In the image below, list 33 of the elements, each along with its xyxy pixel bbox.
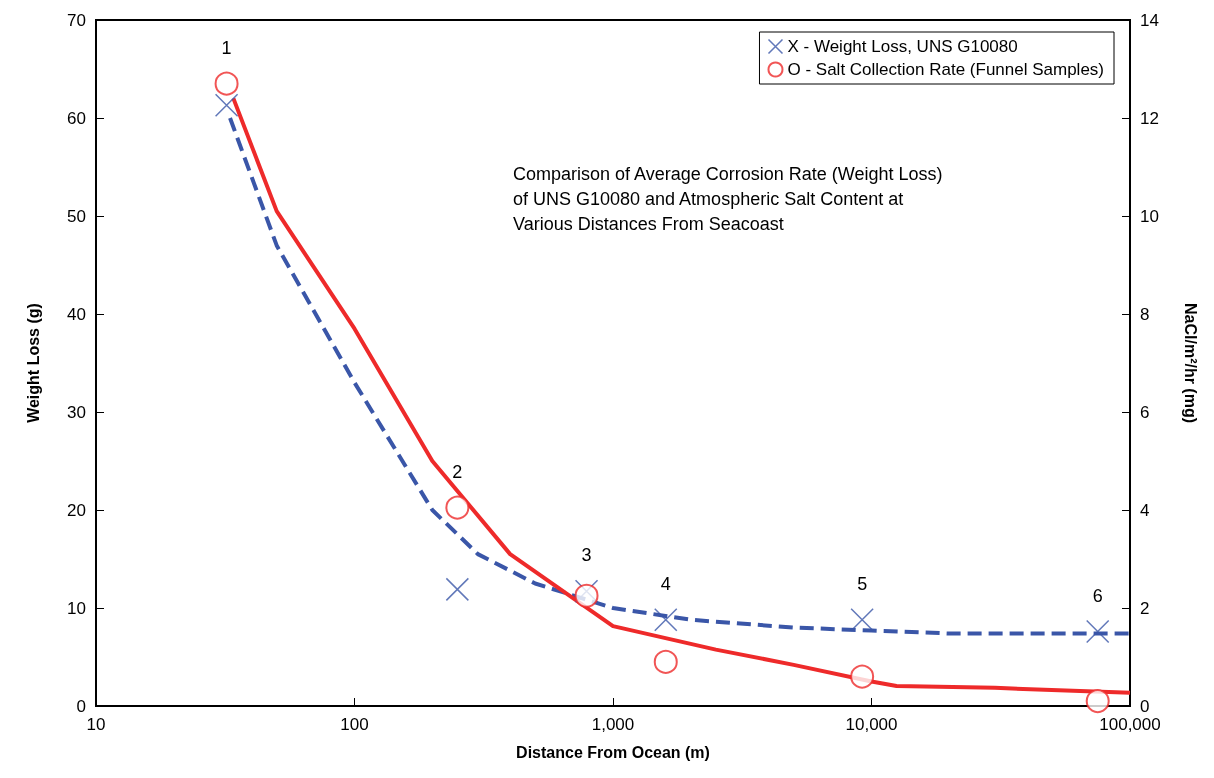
y2-tick-label: 12 [1140,108,1159,128]
annotation: 5 [857,573,868,594]
text: Comparison of Average Corrosion Rate (Weight Loss) of UNS G10080 and Atmospheric Salt Content at Various Distances From Seacoast [513,163,943,234]
x-tick-label: 100,000 [1099,715,1161,734]
annotation: 3 [581,545,592,566]
y2-tick-label: 6 [1140,402,1150,422]
y-tick-label: 10 [67,598,86,618]
y-tick-label: 70 [67,10,86,30]
y2-tick-label: 0 [1140,696,1150,716]
annotation: 4 [660,573,671,594]
x-tick-label: 100 [340,715,369,734]
annotation: 1 [221,37,232,58]
y-tick-label: 60 [67,108,86,128]
y2-tick-label: 2 [1140,598,1150,618]
y-tick-label: 50 [67,206,86,226]
y-tick-label: 30 [67,402,86,422]
y2-tick-label: 10 [1140,206,1159,226]
x-axis-title: Distance From Ocean (m) [516,743,710,761]
y-tick-label: 40 [67,304,86,324]
y2-tick-label: 14 [1140,10,1159,30]
y2-tick-label: 4 [1140,500,1150,520]
y-tick-label: 0 [76,696,86,716]
y2-tick-label: 8 [1140,304,1150,324]
x-tick-label: 1,000 [591,715,635,734]
x-tick-label: 10,000 [845,715,898,734]
legend-label: X - Weight Loss, UNS G10080 [787,37,1018,56]
y-axis-title: Weight Loss (g) [24,303,42,423]
annotation: 2 [452,461,463,482]
y-tick-label: 20 [67,500,86,520]
y2-axis-title: NaCl/m²/hr (mg) [1181,303,1199,423]
annotation: 6 [1092,585,1103,606]
legend-label: O - Salt Collection Rate (Funnel Samples) [787,60,1105,79]
x-tick-label: 10 [86,715,106,734]
